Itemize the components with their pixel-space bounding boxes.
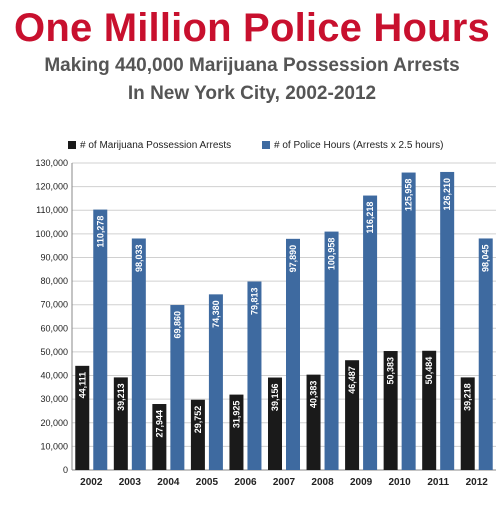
hours-bar-label: 110,278 <box>95 216 105 248</box>
arrests-bar <box>460 377 475 470</box>
legend-label: # of Police Hours (Arrests x 2.5 hours) <box>274 140 444 151</box>
x-tick-label: 2009 <box>350 477 373 488</box>
arrests-bar-label: 44,111 <box>77 372 87 399</box>
chart-subtitle-line-1: Making 440,000 Marijuana Possession Arre… <box>44 55 460 76</box>
y-tick-label: 90,000 <box>40 252 68 262</box>
hours-bar <box>93 209 108 470</box>
arrests-bar-label: 50,484 <box>424 357 434 385</box>
arrests-bar-label: 31,925 <box>231 401 241 429</box>
hours-bar <box>324 231 339 470</box>
arrests-bar <box>306 374 321 470</box>
hours-bar-label: 98,033 <box>134 244 144 272</box>
hours-bar-label: 100,958 <box>327 238 337 271</box>
x-tick-label: 2012 <box>466 477 489 488</box>
arrests-bar-label: 40,383 <box>309 381 319 409</box>
arrests-bar-label: 39,218 <box>463 383 473 411</box>
hours-bar <box>440 171 455 470</box>
y-tick-label: 30,000 <box>40 394 68 404</box>
hours-bar-label: 116,218 <box>365 202 375 234</box>
arrests-bar <box>229 394 244 470</box>
hours-bar <box>478 238 493 470</box>
y-tick-label: 130,000 <box>35 158 68 168</box>
x-tick-label: 2008 <box>311 477 334 488</box>
legend-swatch <box>68 141 76 149</box>
hours-bar <box>363 195 378 470</box>
arrests-bar-label: 27,944 <box>154 410 164 438</box>
hours-bar-label: 126,210 <box>442 178 452 211</box>
arrests-bar <box>75 365 90 470</box>
arrests-bar <box>268 377 282 470</box>
arrests-bar <box>345 360 360 470</box>
y-tick-label: 100,000 <box>35 229 68 239</box>
arrests-bar-label: 46,487 <box>347 366 357 394</box>
hours-bar-label: 79,813 <box>249 288 259 316</box>
arrests-bar-label: 39,213 <box>116 383 126 411</box>
y-tick-label: 80,000 <box>40 276 68 286</box>
hours-bar <box>208 294 223 470</box>
hours-bar-label: 74,380 <box>211 300 221 328</box>
hours-bar-label: 97,890 <box>288 245 298 273</box>
x-tick-label: 2007 <box>273 477 296 488</box>
chart-subtitle-line-2: In New York City, 2002-2012 <box>127 83 377 104</box>
y-tick-label: 70,000 <box>40 300 68 310</box>
x-tick-label: 2005 <box>196 477 219 488</box>
hours-bar <box>247 281 262 470</box>
chart-header: One Million Police Hours Making 440,000 … <box>0 6 504 106</box>
x-tick-label: 2004 <box>157 477 180 488</box>
y-tick-label: 20,000 <box>40 418 68 428</box>
hours-bar-label: 69,860 <box>172 311 182 339</box>
arrests-bar <box>383 351 398 470</box>
hours-bar-label: 98,045 <box>481 244 491 272</box>
chart-title: One Million Police Hours <box>14 6 490 50</box>
y-tick-label: 120,000 <box>35 182 68 192</box>
hours-bar <box>170 305 185 470</box>
x-tick-label: 2002 <box>80 477 103 488</box>
hours-bar <box>131 238 146 470</box>
legend-label: # of Marijuana Possession Arrests <box>80 140 231 151</box>
arrests-bar <box>190 399 205 470</box>
x-tick-label: 2006 <box>234 477 257 488</box>
arrests-bar <box>422 350 437 470</box>
y-tick-label: 110,000 <box>36 205 68 215</box>
y-tick-label: 60,000 <box>40 323 68 333</box>
x-tick-label: 2010 <box>389 477 412 488</box>
y-tick-label: 40,000 <box>40 371 68 381</box>
arrests-bar-label: 29,752 <box>193 406 203 434</box>
arrests-bar <box>113 377 128 470</box>
x-tick-label: 2011 <box>427 477 449 488</box>
arrests-bar-label: 39,156 <box>270 384 280 412</box>
arrests-bar <box>152 404 167 470</box>
y-tick-label: 10,000 <box>40 441 68 451</box>
y-tick-label: 50,000 <box>40 347 68 357</box>
arrests-bar-label: 50,383 <box>386 357 396 385</box>
hours-bar <box>286 238 300 470</box>
legend-swatch <box>262 141 270 149</box>
x-tick-label: 2003 <box>119 477 142 488</box>
y-tick-label: 0 <box>63 465 68 475</box>
hours-bar-label: 125,958 <box>404 179 414 212</box>
hours-bar <box>401 172 416 470</box>
